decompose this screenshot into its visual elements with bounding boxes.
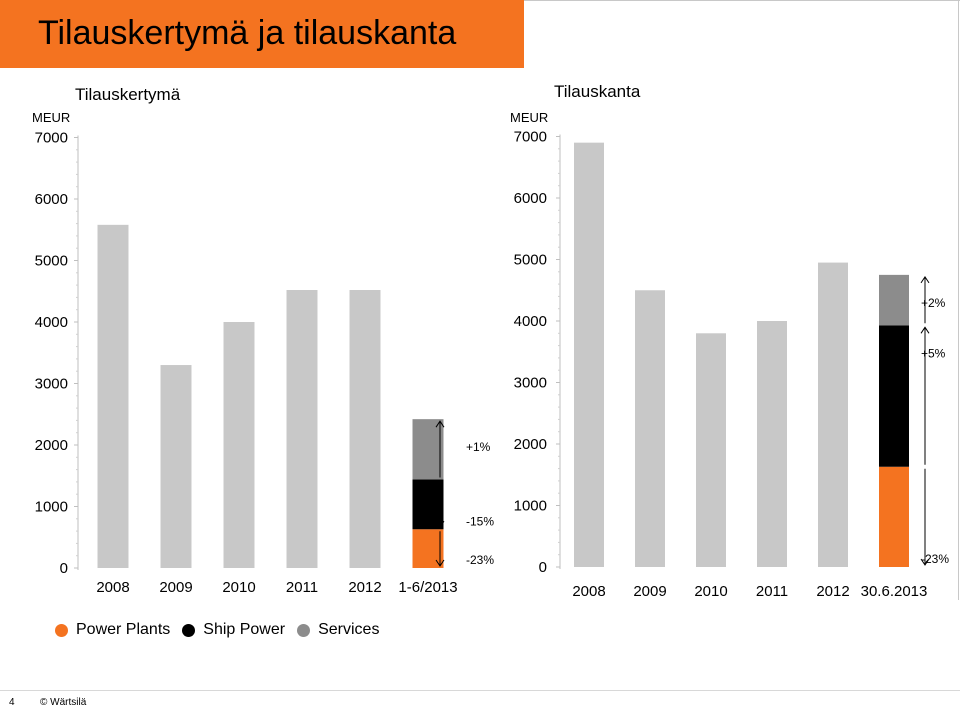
intake-y-tick-label-3000: 3000 <box>35 376 68 393</box>
top-divider <box>524 0 960 1</box>
backlog-annotation-arrowhead-services <box>920 275 930 284</box>
intake-bar-2009 <box>160 365 192 568</box>
legend-dot-power-plants <box>55 623 68 637</box>
intake-y-tick-label-5000: 5000 <box>35 253 68 270</box>
right-divider <box>958 0 959 600</box>
intake-bar-2010 <box>223 322 255 568</box>
intake-bar-1-6-2013-services <box>412 419 444 480</box>
backlog-bar-30-6-2013-ship-power <box>879 325 909 467</box>
legend-dot-services <box>297 623 311 637</box>
backlog-y-tick-label-3000: 3000 <box>514 375 547 392</box>
intake-x-tick-label-1-6-2013: 1-6/2013 <box>398 579 457 596</box>
backlog-bar-2008 <box>574 142 604 567</box>
intake-bar-2011 <box>286 290 318 568</box>
intake-y-tick-label-4000: 4000 <box>35 314 68 331</box>
intake-bar-2008 <box>97 224 129 568</box>
intake-annotation-label-ship-power: -15% <box>466 514 494 528</box>
legend-dot-ship-power <box>182 623 196 637</box>
intake-annotation-label-services: +1% <box>466 440 491 454</box>
backlog-x-tick-label-2010: 2010 <box>694 583 727 600</box>
backlog-y-tick-label-0: 0 <box>539 559 547 576</box>
backlog-annotation-label-power-plants: -23% <box>921 552 949 566</box>
intake-chart-title: Tilauskertymä <box>75 85 181 104</box>
intake-bar-1-6-2013-ship-power <box>412 479 444 530</box>
backlog-y-tick-label-5000: 5000 <box>514 252 547 269</box>
intake-bar-2012 <box>349 290 381 568</box>
backlog-x-tick-label-2009: 2009 <box>633 583 666 600</box>
backlog-y-unit-label: MEUR <box>510 110 548 125</box>
backlog-bar-2011 <box>757 321 787 567</box>
backlog-y-tick-label-7000: 7000 <box>514 129 547 146</box>
backlog-bar-30-6-2013-power-plants <box>879 466 909 567</box>
backlog-bar-2009 <box>635 290 665 567</box>
backlog-chart-title: Tilauskanta <box>554 82 641 101</box>
backlog-annotation-label-ship-power: +5% <box>921 346 946 360</box>
legend-label-ship-power: Ship Power <box>203 621 286 638</box>
legend-item-services: Services <box>297 621 379 639</box>
backlog-y-tick-label-4000: 4000 <box>514 313 547 330</box>
intake-y-tick-label-7000: 7000 <box>35 130 68 147</box>
backlog-y-tick-label-2000: 2000 <box>514 436 547 453</box>
intake-annotation-arrowhead-services <box>435 420 445 428</box>
title-bar: Tilauskertymä ja tilauskanta <box>0 0 524 68</box>
backlog-x-tick-label-2012: 2012 <box>816 583 849 600</box>
intake-bar-1-6-2013-power-plants <box>412 529 444 568</box>
intake-x-tick-label-2009: 2009 <box>159 579 192 596</box>
backlog-bar-2012 <box>818 262 848 567</box>
footer: 4 © Wärtsilä <box>0 690 960 710</box>
intake-y-tick-label-6000: 6000 <box>35 191 68 208</box>
intake-x-tick-label-2012: 2012 <box>348 579 381 596</box>
backlog-x-tick-label-2011: 2011 <box>756 583 788 600</box>
legend: Power Plants Ship Power Services <box>55 621 391 639</box>
intake-x-tick-label-2010: 2010 <box>222 579 255 596</box>
backlog-x-tick-label-30-6-2013: 30.6.2013 <box>861 583 928 600</box>
footer-copyright: © Wärtsilä <box>40 697 87 708</box>
legend-item-power-plants: Power Plants <box>55 621 170 639</box>
intake-x-tick-label-2011: 2011 <box>286 579 318 596</box>
legend-item-ship-power: Ship Power <box>182 621 285 639</box>
legend-label-services: Services <box>318 621 380 638</box>
footer-page-number: 4 <box>9 697 15 708</box>
intake-annotation-arrowhead-power-plants <box>435 559 445 567</box>
intake-annotation-arrowhead-ship-power <box>435 520 445 529</box>
legend-label-power-plants: Power Plants <box>76 621 171 638</box>
backlog-annotation-arrowhead-power-plants <box>920 558 930 566</box>
intake-y-tick-label-2000: 2000 <box>35 437 68 454</box>
intake-annotation-label-power-plants: -23% <box>466 553 494 567</box>
order-book-chart: Tilauskanta MEUR 0 1000 2000 3000 4000 5000 6000… <box>510 82 949 600</box>
intake-y-unit-label: MEUR <box>32 110 70 125</box>
backlog-annotation-label-services: +2% <box>921 296 946 310</box>
intake-y-tick-label-1000: 1000 <box>35 499 68 516</box>
backlog-y-tick-label-1000: 1000 <box>514 498 547 515</box>
backlog-bar-30-6-2013-services <box>879 274 909 326</box>
page-title: Tilauskertymä ja tilauskanta <box>38 14 457 52</box>
order-intake-chart: Tilauskertymä MEUR 0 1000 2000 3000 4000 5000 60… <box>32 85 494 596</box>
backlog-y-tick-label-6000: 6000 <box>514 190 547 207</box>
intake-y-tick-label-0: 0 <box>60 560 68 577</box>
backlog-annotation-arrowhead-ship-power <box>920 326 930 334</box>
intake-x-tick-label-2008: 2008 <box>96 579 129 596</box>
backlog-bar-2010 <box>696 333 726 567</box>
backlog-x-tick-label-2008: 2008 <box>572 583 605 600</box>
